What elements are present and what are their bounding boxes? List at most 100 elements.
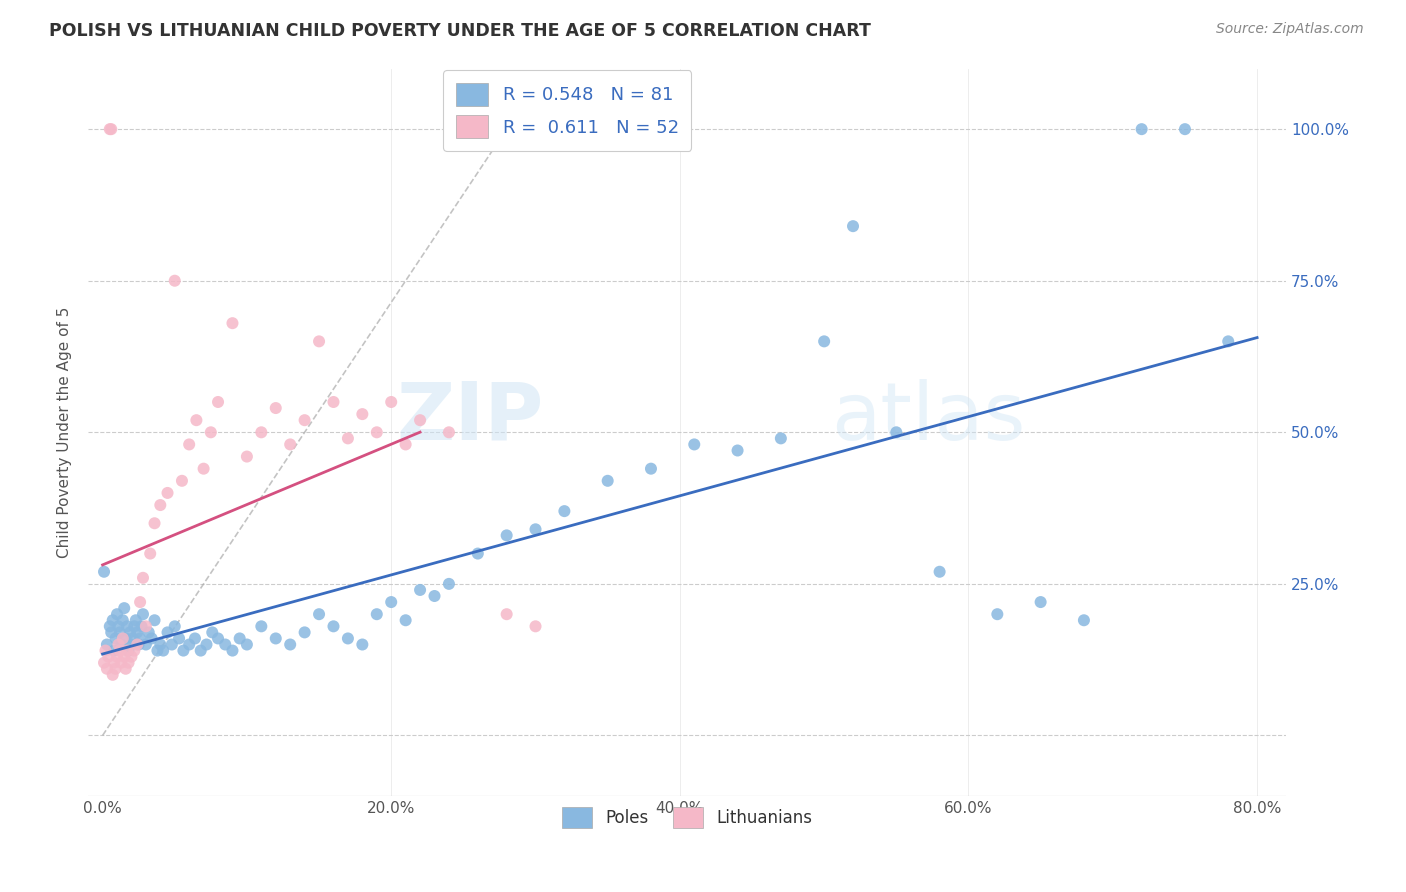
Point <box>264 632 287 646</box>
Point <box>294 625 316 640</box>
Point <box>395 613 418 627</box>
Point <box>115 619 138 633</box>
Point <box>105 649 128 664</box>
Point <box>129 595 152 609</box>
Point <box>114 632 136 646</box>
Point <box>117 656 139 670</box>
Point <box>104 662 127 676</box>
Point <box>132 571 155 585</box>
Point <box>236 638 259 652</box>
Point <box>352 407 374 421</box>
Point <box>96 638 118 652</box>
Point <box>100 122 122 136</box>
Point <box>97 649 120 664</box>
Point <box>146 643 169 657</box>
Point <box>111 632 134 646</box>
Point <box>93 656 115 670</box>
Point <box>108 643 131 657</box>
Point <box>93 565 115 579</box>
Point <box>380 395 402 409</box>
Point <box>160 638 183 652</box>
Point <box>495 528 517 542</box>
Point <box>125 613 148 627</box>
Point <box>100 625 122 640</box>
Point <box>336 431 359 445</box>
Point <box>103 643 125 657</box>
Point <box>101 613 124 627</box>
Point <box>813 334 835 349</box>
Point <box>170 474 193 488</box>
Point <box>108 625 131 640</box>
Point <box>131 619 153 633</box>
Point <box>1174 122 1197 136</box>
Point <box>395 437 418 451</box>
Point <box>98 619 121 633</box>
Point <box>96 662 118 676</box>
Point <box>156 486 179 500</box>
Point <box>200 425 222 440</box>
Point <box>152 643 174 657</box>
Point <box>128 638 150 652</box>
Point <box>221 643 243 657</box>
Point <box>250 619 273 633</box>
Point <box>120 649 142 664</box>
Point <box>124 619 146 633</box>
Point <box>163 619 186 633</box>
Point <box>149 498 172 512</box>
Point <box>135 638 157 652</box>
Point <box>127 625 149 640</box>
Point <box>122 632 145 646</box>
Point <box>214 638 236 652</box>
Point <box>110 638 132 652</box>
Point <box>132 607 155 622</box>
Point <box>322 395 344 409</box>
Point <box>437 425 460 440</box>
Point <box>409 582 432 597</box>
Point <box>94 643 117 657</box>
Point <box>118 625 141 640</box>
Point <box>596 474 619 488</box>
Point <box>124 643 146 657</box>
Point <box>553 504 575 518</box>
Point <box>129 632 152 646</box>
Text: Source: ZipAtlas.com: Source: ZipAtlas.com <box>1216 22 1364 37</box>
Y-axis label: Child Poverty Under the Age of 5: Child Poverty Under the Age of 5 <box>58 307 72 558</box>
Point <box>437 577 460 591</box>
Point <box>201 625 224 640</box>
Point <box>135 619 157 633</box>
Point <box>640 461 662 475</box>
Point <box>167 632 190 646</box>
Point <box>107 619 129 633</box>
Point <box>495 607 517 622</box>
Point <box>139 547 162 561</box>
Point <box>172 643 194 657</box>
Point <box>101 668 124 682</box>
Point <box>1029 595 1052 609</box>
Point <box>366 607 388 622</box>
Text: ZIP: ZIP <box>396 379 543 457</box>
Point <box>112 649 135 664</box>
Point <box>1073 613 1095 627</box>
Point <box>842 219 865 234</box>
Point <box>186 413 208 427</box>
Point <box>190 643 212 657</box>
Point <box>524 619 547 633</box>
Point <box>127 638 149 652</box>
Point <box>143 516 166 531</box>
Point <box>250 425 273 440</box>
Point <box>115 643 138 657</box>
Point <box>207 395 229 409</box>
Point <box>163 274 186 288</box>
Text: atlas: atlas <box>831 379 1025 457</box>
Text: POLISH VS LITHUANIAN CHILD POVERTY UNDER THE AGE OF 5 CORRELATION CHART: POLISH VS LITHUANIAN CHILD POVERTY UNDER… <box>49 22 872 40</box>
Point <box>366 425 388 440</box>
Point <box>884 425 907 440</box>
Point <box>120 638 142 652</box>
Point <box>149 638 172 652</box>
Point <box>423 589 446 603</box>
Point <box>112 601 135 615</box>
Point <box>278 638 301 652</box>
Point <box>104 632 127 646</box>
Point <box>179 437 201 451</box>
Point <box>103 656 125 670</box>
